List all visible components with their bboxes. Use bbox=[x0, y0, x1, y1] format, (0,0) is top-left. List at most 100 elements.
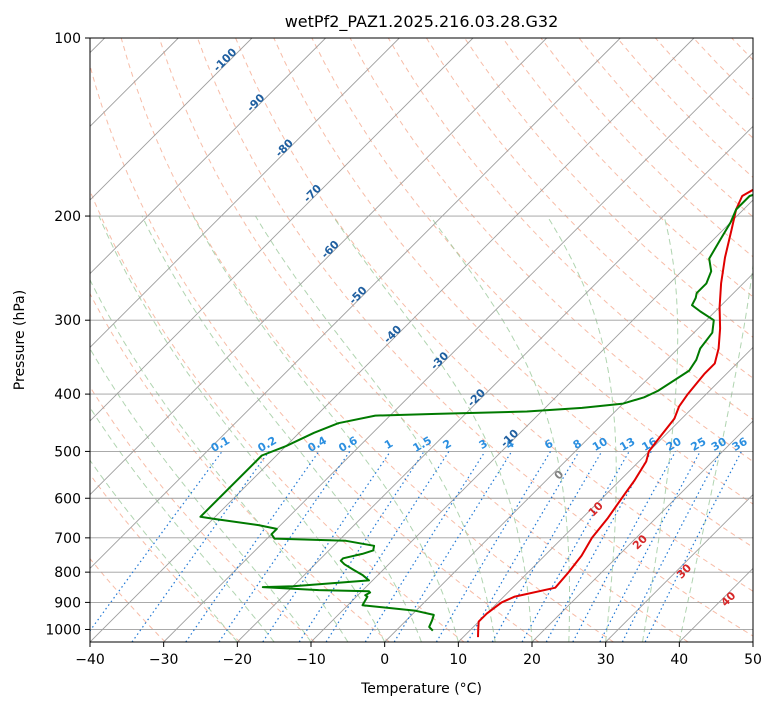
isotherm-label: -70 bbox=[301, 182, 324, 205]
x-tick-label: −20 bbox=[223, 652, 253, 668]
mixing-ratio-label: 6 bbox=[542, 437, 555, 452]
y-tick-label: 200 bbox=[54, 209, 81, 225]
dry-adiabat bbox=[273, 38, 753, 548]
isotherm-label: -60 bbox=[319, 238, 342, 261]
y-tick-label: 1000 bbox=[45, 623, 81, 639]
isotherm-label: -90 bbox=[244, 91, 267, 114]
isotherm-line bbox=[90, 38, 474, 422]
mixing-ratio-line bbox=[435, 451, 552, 642]
axis-ticks: −40 −30 −20 −10 0 10 20 30 40 50 100 200 300 400 500 6 0… bbox=[45, 31, 762, 668]
dry-adiabat bbox=[425, 38, 753, 379]
y-tick-label: 100 bbox=[54, 31, 81, 47]
dry-adiabat bbox=[502, 38, 753, 298]
x-tick-label: 30 bbox=[597, 652, 615, 668]
dry-adiabat bbox=[90, 292, 390, 642]
dry-adiabat bbox=[235, 38, 753, 592]
dry-adiabat bbox=[655, 38, 753, 139]
dry-adiabat-label: 10 bbox=[586, 499, 606, 519]
isotherm-label: -80 bbox=[273, 136, 296, 159]
mixing-ratio-line bbox=[325, 451, 450, 642]
x-tick-label: 50 bbox=[744, 652, 762, 668]
x-tick-label: 40 bbox=[670, 652, 688, 668]
dry-adiabat bbox=[770, 38, 775, 642]
isotherm-line bbox=[531, 420, 753, 642]
dry-adiabat bbox=[387, 38, 753, 421]
isotherm-line bbox=[458, 346, 753, 642]
background-lines bbox=[90, 38, 775, 642]
x-tick-label: −10 bbox=[296, 652, 326, 668]
mixing-ratio-line bbox=[521, 451, 630, 642]
mixing-ratio-label: 1 bbox=[382, 437, 395, 452]
moist-adiabat bbox=[546, 215, 617, 642]
line-labels: 0.1 0.2 0.4 0.6 1 1.5 2 3 4 6 8 10 13 16 20 25 30 36-100-… bbox=[209, 45, 750, 609]
isotherm-label: -40 bbox=[381, 322, 404, 345]
isotherm-label: -10 bbox=[498, 427, 521, 450]
y-tick-label: 400 bbox=[54, 387, 81, 403]
temperature-profile bbox=[477, 188, 753, 638]
dry-adiabat bbox=[90, 385, 316, 642]
isotherm-line bbox=[310, 199, 753, 642]
isotherm-label: -50 bbox=[346, 284, 369, 307]
moist-adiabat bbox=[90, 459, 238, 642]
mixing-ratio-line bbox=[644, 451, 743, 642]
isotherm-line bbox=[90, 38, 621, 569]
x-tick-label: −40 bbox=[75, 652, 105, 668]
mixing-ratio-label: 2 bbox=[441, 437, 454, 452]
dry-adiabat bbox=[464, 38, 753, 338]
x-tick-label: −30 bbox=[149, 652, 179, 668]
dewpoint-profile bbox=[199, 193, 753, 632]
moist-adiabat bbox=[429, 215, 571, 642]
plot-frame bbox=[89, 37, 754, 643]
moist-adiabat bbox=[332, 215, 533, 642]
moist-adiabat bbox=[90, 278, 349, 642]
dry-adiabat-label: 40 bbox=[718, 589, 738, 609]
x-tick-label: 0 bbox=[380, 652, 389, 668]
y-tick-label: 800 bbox=[54, 565, 81, 581]
isotherm-line bbox=[605, 494, 753, 642]
isotherm-line bbox=[90, 38, 326, 275]
mixing-ratio-line bbox=[298, 451, 425, 642]
mixing-ratio-line bbox=[599, 451, 701, 642]
y-tick-label: 900 bbox=[54, 595, 81, 611]
mixing-ratio-line bbox=[131, 451, 270, 642]
dry-adiabat-label: 30 bbox=[674, 561, 694, 581]
isotherm-label: -100 bbox=[211, 45, 240, 74]
isotherm-line bbox=[90, 38, 400, 348]
isotherm-label: -20 bbox=[465, 386, 488, 409]
mixing-ratio-line bbox=[466, 451, 580, 642]
y-tick-label: 300 bbox=[54, 313, 81, 329]
mixing-ratio-line bbox=[572, 451, 677, 642]
profile-lines bbox=[199, 188, 753, 638]
zero-label: 0 bbox=[552, 468, 567, 483]
mixing-ratio-line bbox=[393, 451, 513, 642]
dry-adiabat bbox=[120, 38, 614, 642]
isotherm-line bbox=[384, 273, 753, 642]
dry-adiabat bbox=[90, 189, 465, 642]
mixing-ratio-line bbox=[90, 451, 223, 632]
mixing-ratio-line bbox=[364, 451, 486, 642]
mixing-ratio-line bbox=[545, 451, 652, 642]
dry-adiabat bbox=[90, 63, 540, 642]
x-tick-label: 20 bbox=[523, 652, 541, 668]
isotherm-line bbox=[679, 567, 753, 642]
dry-adiabat bbox=[90, 557, 166, 642]
mixing-ratio-line bbox=[262, 451, 391, 642]
dry-adiabat bbox=[311, 38, 753, 505]
moist-adiabat bbox=[90, 406, 275, 642]
dry-adiabat bbox=[158, 38, 689, 642]
mixing-ratio-line bbox=[218, 451, 351, 642]
isotherm-line bbox=[163, 52, 753, 642]
moist-adiabat bbox=[141, 215, 422, 642]
moist-adiabat bbox=[90, 347, 312, 642]
isotherm-line bbox=[90, 38, 547, 496]
x-axis-label: Temperature (°C) bbox=[360, 681, 482, 697]
x-tick-label: 10 bbox=[449, 652, 467, 668]
moist-adiabat bbox=[642, 215, 679, 642]
y-tick-label: 500 bbox=[54, 444, 81, 460]
isotherm-line bbox=[90, 38, 695, 642]
mixing-ratio-line bbox=[185, 451, 320, 642]
isotherm-line bbox=[90, 38, 253, 201]
moist-adiabat bbox=[192, 215, 459, 642]
moist-adiabat bbox=[678, 261, 753, 642]
